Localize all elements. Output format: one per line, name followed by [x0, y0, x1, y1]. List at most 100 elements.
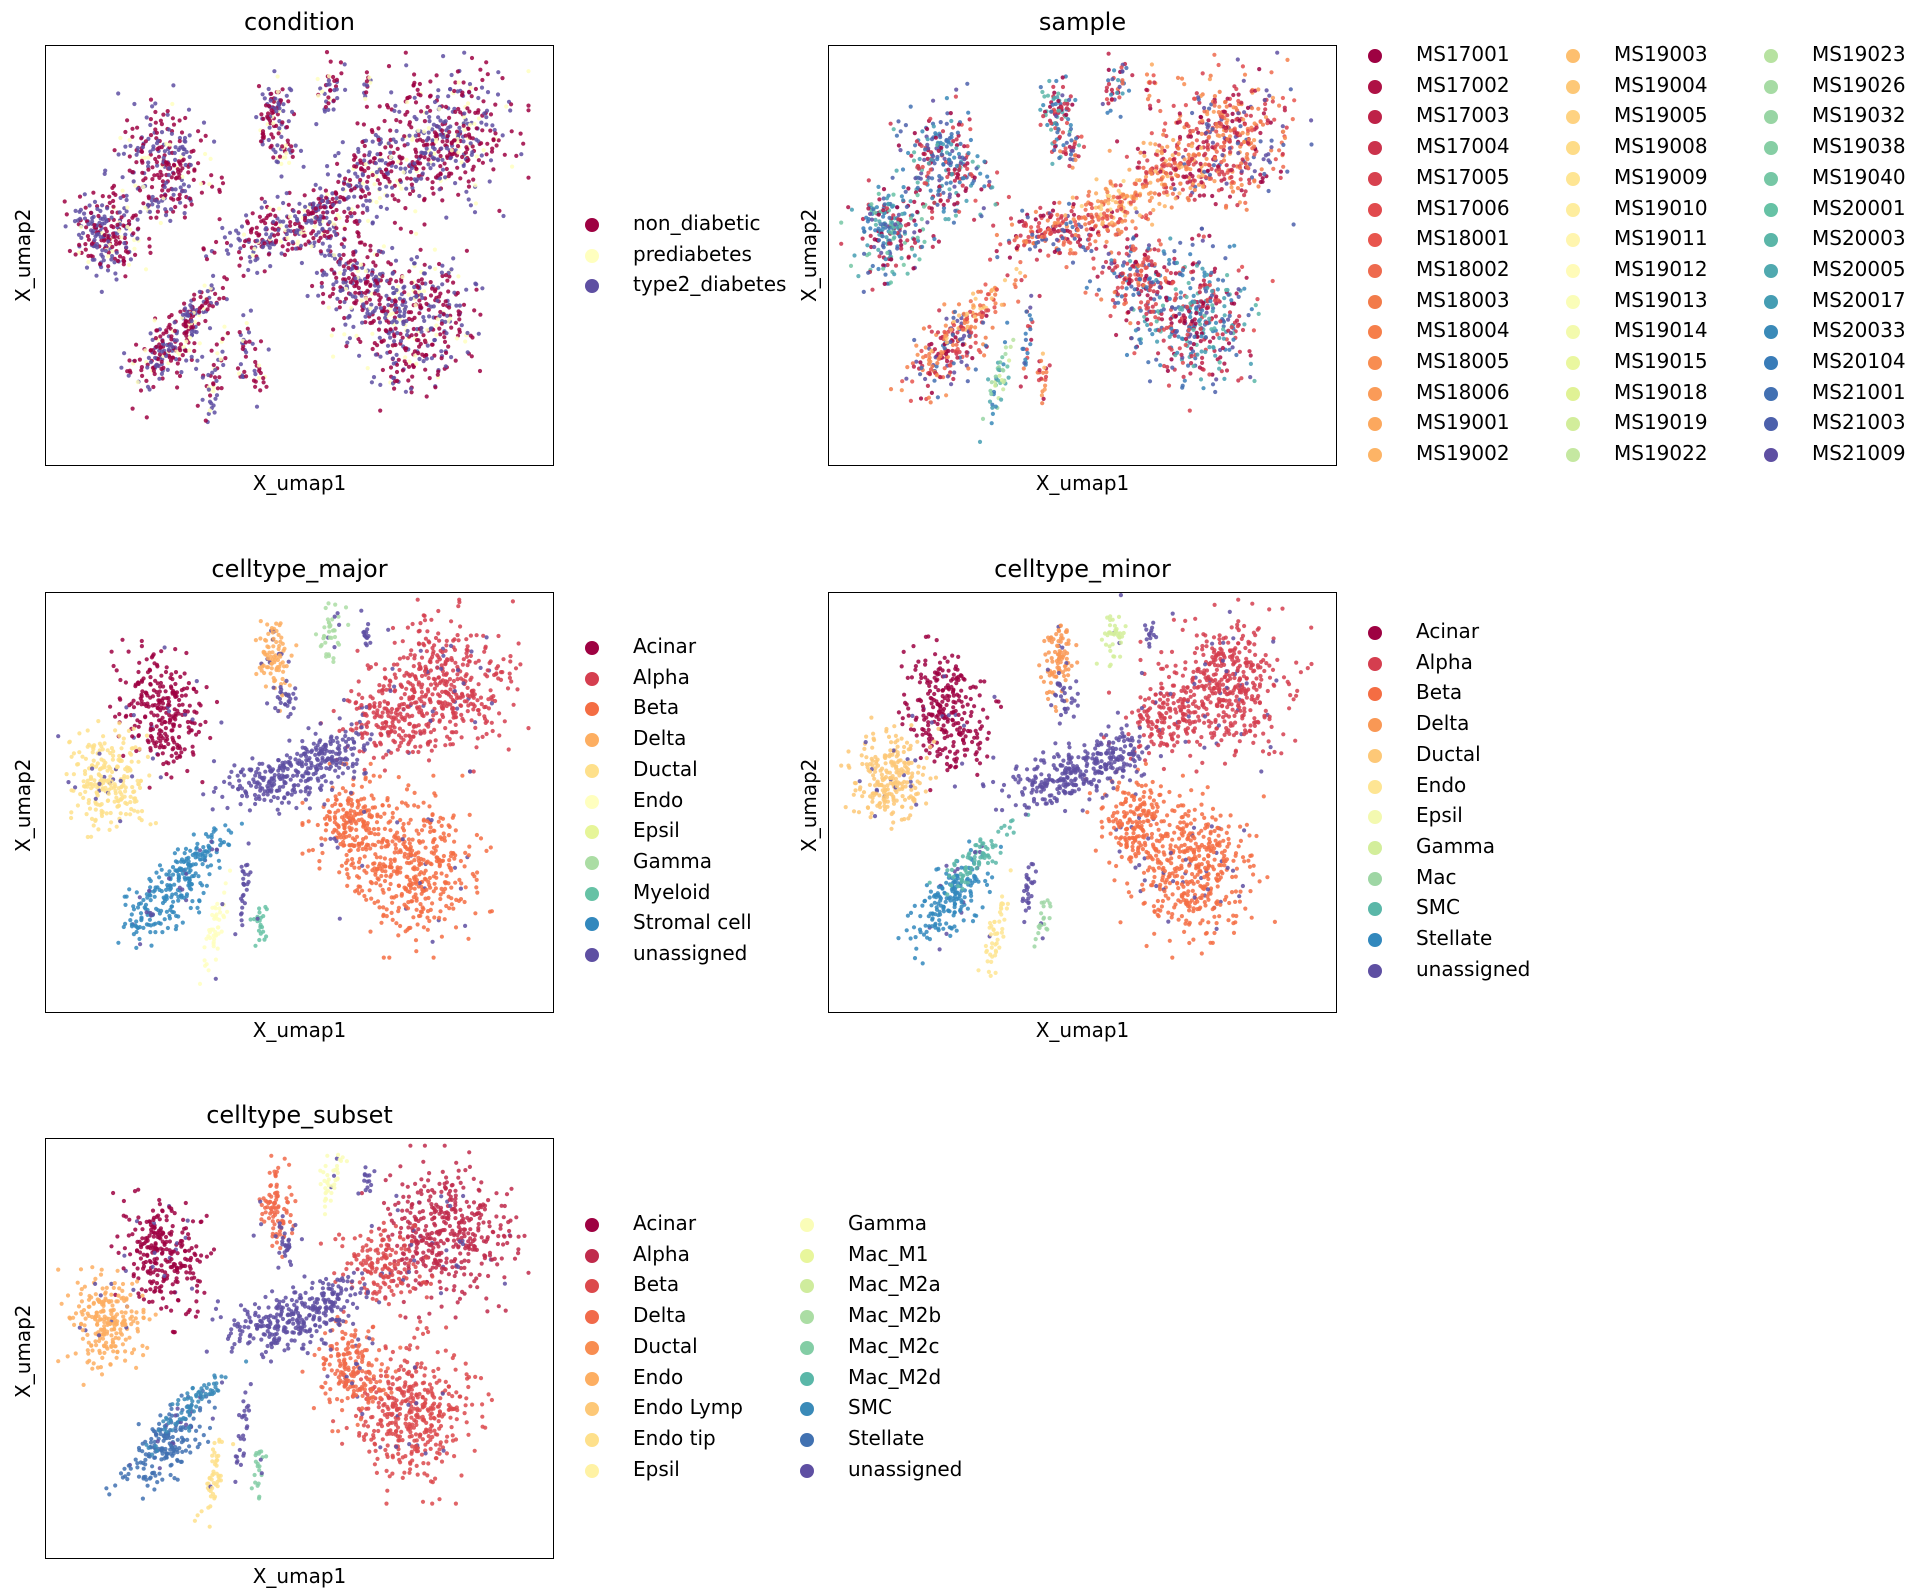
cell-point [406, 292, 411, 297]
cell-point [954, 87, 959, 92]
cell-point [125, 369, 130, 374]
cell-point [892, 272, 897, 277]
cell-point [934, 373, 939, 378]
cell-point [212, 410, 217, 415]
cell-point [1235, 141, 1240, 146]
cell-point [347, 183, 352, 189]
cell-point [1191, 152, 1196, 157]
cell-point [881, 208, 886, 213]
cell-point [183, 204, 188, 209]
cell-point [1267, 93, 1272, 98]
cell-point [1166, 383, 1172, 388]
cell-point [463, 150, 468, 155]
cell-point [130, 406, 135, 411]
cell-point [1200, 360, 1205, 365]
cell-point [358, 184, 363, 189]
cell-point [444, 215, 449, 220]
cell-point [438, 172, 443, 177]
cell-point [945, 374, 950, 379]
cell-point [394, 118, 399, 123]
cell-point [1237, 200, 1242, 205]
cell-point [432, 337, 437, 343]
cell-point [993, 383, 998, 388]
cell-point [1167, 157, 1173, 162]
cell-point [111, 198, 116, 204]
cell-point [407, 191, 413, 197]
cell-point [874, 205, 879, 210]
cell-point [430, 127, 435, 132]
cell-point [1200, 118, 1205, 123]
cell-point [964, 350, 969, 355]
cell-point [281, 200, 286, 206]
cell-point [302, 233, 307, 238]
cell-point [352, 153, 357, 158]
cell-point [153, 127, 158, 132]
cell-point [916, 175, 921, 180]
cell-point [970, 181, 975, 186]
cell-point [366, 166, 371, 171]
cell-point [898, 148, 903, 153]
cell-point [1133, 260, 1138, 265]
cell-point [1002, 278, 1008, 283]
cell-point [264, 384, 269, 389]
cell-point [431, 122, 436, 127]
cell-point [1185, 196, 1190, 201]
cell-point [110, 210, 115, 215]
cell-point [420, 295, 425, 300]
cell-point [1263, 115, 1269, 120]
cell-point [474, 282, 479, 287]
cell-point [387, 179, 392, 184]
cell-point [401, 313, 406, 319]
cell-point [958, 161, 963, 166]
cell-point [369, 128, 374, 133]
cell-point [273, 150, 278, 155]
cell-point [916, 166, 921, 171]
cell-point [1285, 169, 1290, 174]
cell-point [377, 158, 382, 163]
cell-point [1264, 88, 1269, 93]
cell-point [1124, 286, 1129, 291]
cell-point [924, 181, 929, 186]
cell-point [1204, 130, 1209, 135]
cell-point [383, 312, 388, 317]
cell-point [325, 82, 330, 87]
cell-point [1182, 378, 1187, 383]
cell-point [455, 89, 460, 94]
cell-point [139, 158, 144, 163]
cell-point [150, 202, 155, 207]
cell-point [392, 339, 397, 344]
cell-point [313, 206, 318, 211]
cell-point [359, 166, 364, 171]
cell-point [1231, 163, 1236, 168]
cell-point [1199, 226, 1204, 231]
cell-point [348, 292, 353, 297]
cell-point [1038, 205, 1043, 210]
cell-point [392, 197, 397, 202]
cell-point [1137, 337, 1142, 342]
cell-point [221, 362, 226, 368]
cell-point [358, 339, 363, 344]
cell-point [461, 123, 466, 128]
cell-point [290, 239, 295, 245]
cell-point [953, 94, 958, 99]
cell-point [412, 161, 417, 166]
cell-point [107, 194, 112, 199]
cell-point [360, 320, 365, 325]
cell-point [83, 247, 88, 252]
cell-point [309, 220, 314, 225]
cell-point [467, 89, 472, 94]
cell-point [968, 127, 973, 132]
cell-point [1045, 122, 1050, 128]
cell-point [915, 180, 920, 185]
cell-point [1181, 174, 1186, 179]
legend-swatch [585, 218, 599, 232]
cell-point [422, 222, 427, 227]
cell-point [1171, 137, 1176, 143]
cell-point [1222, 304, 1227, 309]
cell-point [861, 289, 866, 294]
cell-point [1240, 64, 1245, 69]
cell-point [389, 303, 394, 308]
cell-point [113, 192, 118, 197]
cell-point [418, 305, 423, 310]
cell-point [393, 303, 398, 308]
